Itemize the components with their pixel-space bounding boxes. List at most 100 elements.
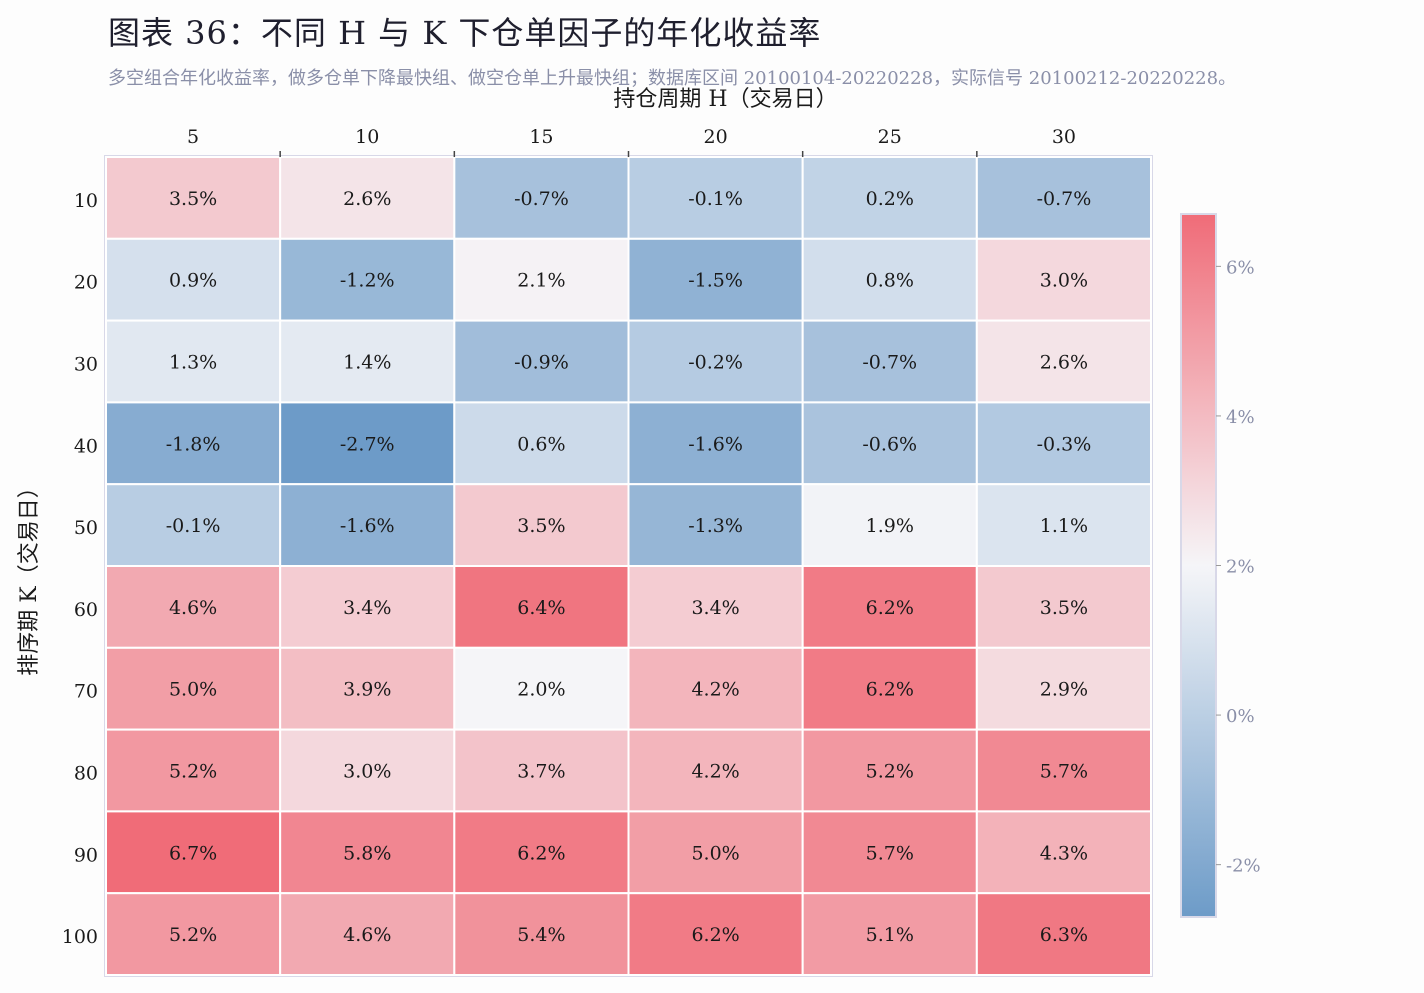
heatmap-cell bbox=[453, 483, 630, 568]
cell-value-label: -2.7% bbox=[340, 433, 395, 455]
cell-value-label: 3.0% bbox=[343, 761, 391, 783]
cell-value-label: 1.9% bbox=[866, 515, 914, 537]
x-tick-label: 30 bbox=[1052, 126, 1076, 148]
cell-value-label: 5.2% bbox=[169, 924, 217, 946]
cell-value-label: 2.0% bbox=[517, 679, 565, 701]
y-tick-label: 20 bbox=[74, 272, 98, 294]
cell-value-label: 4.2% bbox=[691, 761, 739, 783]
heatmap-cell bbox=[453, 810, 630, 895]
cell-value-label: 6.4% bbox=[517, 597, 565, 619]
heatmap-cell bbox=[801, 646, 978, 731]
heatmap-cell bbox=[453, 565, 630, 649]
heatmap-cell bbox=[801, 237, 978, 322]
heatmap-cell bbox=[801, 565, 978, 649]
cell-value-label: 2.6% bbox=[343, 188, 391, 210]
cell-value-label: 6.2% bbox=[517, 842, 565, 864]
cell-value-label: 5.7% bbox=[866, 842, 914, 864]
y-tick-label: 90 bbox=[74, 844, 98, 866]
heatmap-cell bbox=[627, 483, 804, 568]
cell-value-label: 3.5% bbox=[169, 188, 217, 210]
cell-value-label: -1.2% bbox=[340, 270, 395, 292]
y-tick-label: 40 bbox=[74, 435, 98, 457]
colorbar-tick-label: 4% bbox=[1226, 407, 1255, 428]
heatmap-cell bbox=[105, 892, 282, 977]
cell-value-label: -0.9% bbox=[514, 352, 569, 374]
x-axis-label: 持仓周期 H（交易日） bbox=[613, 87, 837, 112]
heatmap-cell bbox=[627, 810, 804, 895]
heatmap-cell bbox=[453, 401, 630, 486]
heatmap-cell bbox=[801, 810, 978, 895]
cell-value-label: 0.2% bbox=[866, 188, 914, 210]
heatmap-cell bbox=[105, 646, 282, 731]
y-tick-label: 60 bbox=[74, 599, 98, 621]
heatmap-cell bbox=[279, 237, 456, 322]
heatmap-cell bbox=[627, 156, 804, 240]
x-tick-label: 20 bbox=[703, 126, 727, 148]
cell-value-label: 2.6% bbox=[1040, 352, 1088, 374]
cell-value-label: 1.4% bbox=[343, 352, 391, 374]
cell-value-label: 3.7% bbox=[517, 761, 565, 783]
cell-value-label: 3.0% bbox=[1040, 270, 1088, 292]
cell-value-label: 6.2% bbox=[691, 924, 739, 946]
cell-value-label: -0.1% bbox=[688, 188, 743, 210]
heatmap-cell bbox=[105, 319, 282, 404]
cell-value-label: 3.9% bbox=[343, 679, 391, 701]
y-tick-label: 30 bbox=[74, 354, 98, 376]
cell-value-label: -1.3% bbox=[688, 515, 743, 537]
y-axis-label: 排序期 K（交易日） bbox=[17, 476, 42, 675]
heatmap-cell bbox=[279, 565, 456, 649]
cell-value-label: -0.7% bbox=[862, 352, 917, 374]
heatmap-cell bbox=[801, 401, 978, 486]
heatmap-cell bbox=[105, 237, 282, 322]
heatmap-cell bbox=[801, 728, 978, 813]
heatmap-cell bbox=[975, 810, 1152, 895]
cell-value-label: 5.1% bbox=[866, 924, 914, 946]
cell-value-label: 0.8% bbox=[866, 270, 914, 292]
heatmap-cell bbox=[105, 565, 282, 649]
cell-value-label: 3.4% bbox=[343, 597, 391, 619]
colorbar bbox=[1180, 213, 1217, 918]
cell-value-label: 3.4% bbox=[691, 597, 739, 619]
colorbar-tick-label: -2% bbox=[1226, 856, 1261, 877]
cell-value-label: 6.2% bbox=[866, 597, 914, 619]
heatmap-cell bbox=[975, 483, 1152, 568]
x-tick-label: 10 bbox=[355, 126, 379, 148]
cell-value-label: 6.2% bbox=[866, 679, 914, 701]
cell-value-label: 6.3% bbox=[1040, 924, 1088, 946]
cell-value-label: 5.4% bbox=[517, 924, 565, 946]
heatmap-cell bbox=[105, 810, 282, 895]
cell-value-label: 5.8% bbox=[343, 842, 391, 864]
cell-value-label: -0.2% bbox=[688, 352, 743, 374]
cell-value-label: 2.1% bbox=[517, 270, 565, 292]
y-tick-label: 100 bbox=[62, 926, 98, 948]
heatmap-cell bbox=[627, 237, 804, 322]
heatmap-cell bbox=[975, 728, 1152, 813]
colorbar-tick-label: 0% bbox=[1226, 706, 1255, 727]
cell-value-label: 5.2% bbox=[866, 761, 914, 783]
cell-value-label: 4.6% bbox=[343, 924, 391, 946]
chart-subtitle: 多空组合年化收益率，做多仓单下降最快组、做空仓单上升最快组；数据库区间 2010… bbox=[108, 68, 1237, 89]
heatmap-cell bbox=[627, 892, 804, 977]
cell-value-label: 5.0% bbox=[169, 679, 217, 701]
cell-value-label: -0.1% bbox=[166, 515, 221, 537]
heatmap-cell bbox=[279, 319, 456, 404]
heatmap-cell bbox=[801, 319, 978, 404]
y-tick-label: 80 bbox=[74, 763, 98, 785]
colorbar-tick-label: 6% bbox=[1226, 257, 1255, 278]
cell-value-label: -0.7% bbox=[1037, 188, 1092, 210]
x-tick-label: 15 bbox=[529, 126, 553, 148]
heatmap-cell bbox=[279, 810, 456, 895]
heatmap-cell bbox=[975, 319, 1152, 404]
cell-value-label: 3.5% bbox=[1040, 597, 1088, 619]
x-tick-label: 5 bbox=[187, 126, 199, 148]
cell-value-label: -1.5% bbox=[688, 270, 743, 292]
heatmap-cell bbox=[627, 646, 804, 731]
heatmap-cell bbox=[279, 646, 456, 731]
heatmap-cell bbox=[453, 728, 630, 813]
cell-value-label: 4.6% bbox=[169, 597, 217, 619]
cell-value-label: 1.1% bbox=[1040, 515, 1088, 537]
heatmap-cell bbox=[975, 156, 1152, 240]
cell-value-label: 2.9% bbox=[1040, 679, 1088, 701]
cell-value-label: 0.6% bbox=[517, 433, 565, 455]
